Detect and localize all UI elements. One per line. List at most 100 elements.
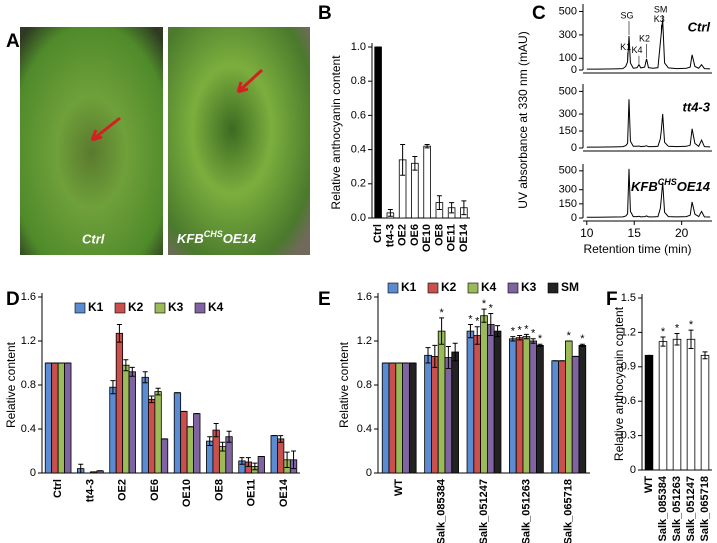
legend-label: K2 (441, 280, 457, 294)
bar (408, 362, 417, 474)
error-bar (439, 317, 445, 345)
y-tick-label: 1.6 (21, 291, 36, 303)
photo-label: KFBCHSOE14 (177, 229, 257, 246)
error-bar (412, 155, 418, 171)
significance: * (439, 307, 444, 319)
legend-swatch (507, 282, 519, 294)
x-tick-label: OE10 (181, 479, 193, 507)
y-axis-label: Relative anthocyanin content (329, 55, 343, 210)
bar (257, 456, 265, 474)
y-tick-label: 0 (30, 467, 36, 479)
error-bar (660, 336, 666, 347)
y-tick-label: 300 (559, 29, 577, 41)
x-tick-label: Salk_051247 (478, 479, 490, 543)
y-tick-label: 500 (559, 165, 577, 177)
x-tick-label: Salk_065718 (563, 479, 575, 543)
x-tick-label: OE6 (409, 224, 421, 246)
x-tick-label: OE11 (246, 479, 258, 507)
y-tick-label: 1.0 (351, 41, 366, 53)
error-bar (129, 366, 135, 377)
bar (486, 324, 495, 474)
label-part: OE14 (677, 179, 711, 194)
bar (509, 338, 517, 474)
bar (122, 364, 130, 474)
legend-swatch (387, 282, 399, 294)
bar (411, 162, 419, 219)
significance: * (661, 326, 666, 338)
x-tick-label: 20 (675, 226, 689, 240)
sample-label: tt4-3 (683, 99, 711, 114)
peak-label: K4 (631, 45, 642, 55)
error-bar (488, 313, 494, 336)
legend-swatch (114, 302, 126, 314)
error-bar (537, 343, 543, 347)
bar (277, 438, 285, 474)
y-tick-label: 150 (559, 198, 577, 210)
bar (536, 344, 544, 474)
bar (658, 341, 668, 471)
bar (57, 362, 65, 474)
y-tick-label: 0 (571, 64, 577, 76)
error-bar (461, 200, 467, 216)
error-bar (400, 143, 406, 176)
bar (578, 344, 587, 474)
significance: * (580, 333, 585, 345)
bar (270, 435, 278, 474)
error-bar (142, 371, 148, 384)
x-tick-label: 10 (580, 226, 594, 240)
error-bar (579, 343, 585, 347)
y-tick-label: 0.4 (357, 423, 372, 435)
error-bar (523, 333, 529, 340)
y-tick-label: 500 (559, 5, 577, 17)
x-tick-label: OE10 (421, 224, 433, 252)
peak-label: K2 (639, 33, 650, 43)
significance: * (675, 322, 680, 334)
y-tick-label: 0 (571, 142, 577, 154)
x-tick-label: Ctrl (52, 479, 64, 498)
bar (402, 362, 410, 474)
bar (565, 340, 573, 474)
error-bar (467, 324, 473, 339)
bar (141, 376, 149, 474)
photo-oe14 (168, 27, 310, 255)
y-tick-label: 0 (571, 212, 577, 224)
panel-letter: C (532, 3, 546, 24)
bar (115, 332, 124, 474)
bar (154, 391, 162, 474)
peak-label: K1 (620, 42, 631, 52)
bar (180, 410, 188, 474)
y-tick-label: 0.4 (21, 423, 36, 435)
significance: * (538, 333, 543, 345)
x-tick-label: tt4-3 (384, 224, 396, 247)
error-bar (220, 441, 226, 452)
bar (444, 357, 453, 474)
y-tick-label: 0.9 (621, 361, 636, 373)
error-bar (207, 436, 213, 446)
x-tick-label: 15 (628, 226, 642, 240)
x-tick-label: OE2 (117, 479, 129, 501)
error-bar (449, 202, 455, 214)
bar (128, 371, 136, 474)
y-tick-label: 1.5 (621, 292, 636, 304)
bar (44, 362, 53, 474)
x-tick-label: Salk_065718 (699, 476, 711, 541)
error-bar (510, 336, 516, 342)
bar (466, 330, 475, 474)
label-sup: CHS (658, 177, 677, 187)
x-tick-label: OE2 (397, 224, 409, 246)
x-tick-label: Salk_051263 (520, 479, 532, 543)
bar (529, 340, 537, 474)
significance: * (468, 313, 473, 325)
error-bar (517, 335, 523, 341)
bar (51, 362, 59, 474)
x-axis-label: Retention time (min) (583, 242, 691, 256)
bar (186, 426, 194, 474)
y-tick-label: 0 (630, 464, 636, 476)
error-bar (495, 325, 501, 338)
y-tick-label: 1.2 (357, 335, 372, 347)
y-tick-label: 1.6 (357, 291, 372, 303)
error-bar (291, 450, 297, 470)
error-bar (688, 329, 694, 349)
x-tick-label: Salk_085384 (436, 478, 448, 543)
bar (424, 354, 432, 474)
